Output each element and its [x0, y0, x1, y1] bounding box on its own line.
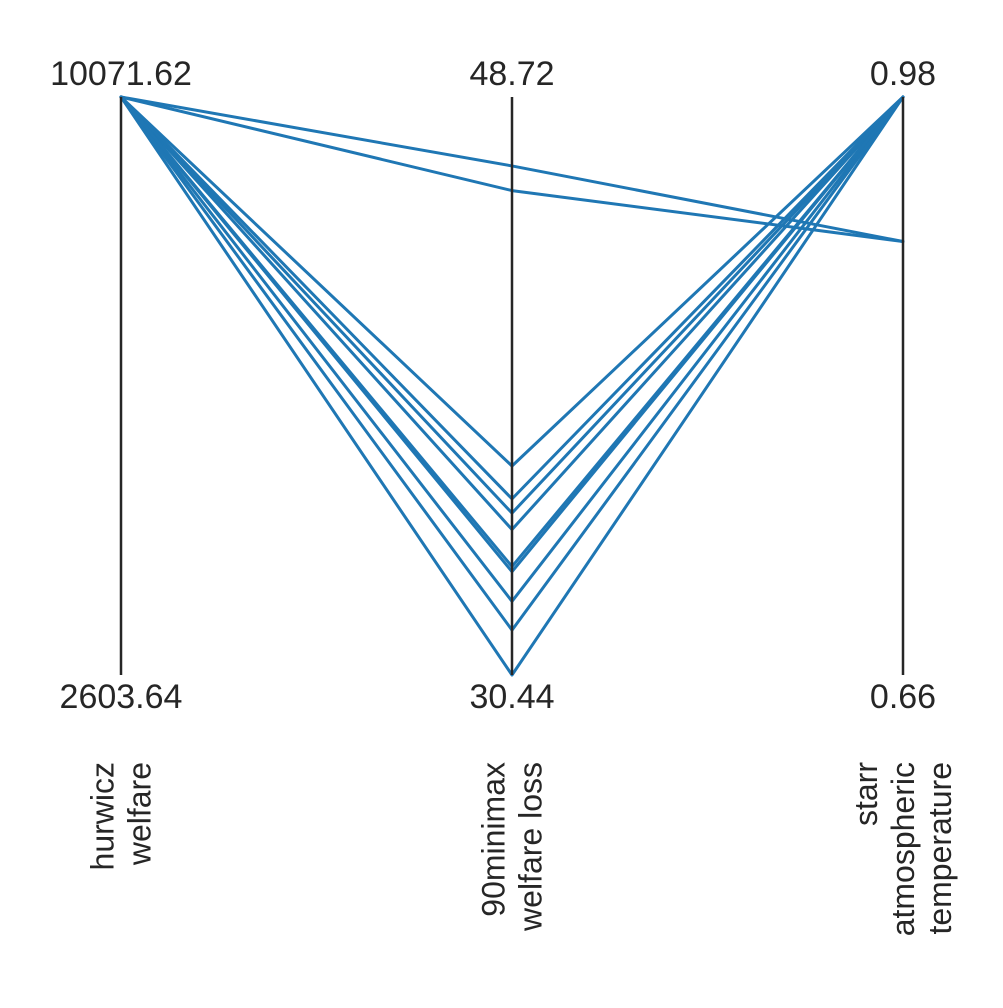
axis-title-minimax_welfare_loss: 90minimax welfare loss: [476, 762, 549, 932]
axis-title-line: starr: [848, 762, 884, 826]
axis-title-line: hurwicz: [85, 762, 121, 870]
axis-title-starr_atmospheric_temperature: starr atmospheric temperature: [848, 762, 958, 937]
axis-min-label-minimax_welfare_loss: 30.44: [469, 678, 554, 716]
axis-title-line: welfare: [122, 762, 158, 866]
axis-title-line: temperature: [922, 762, 958, 935]
axis-title-hurwicz_welfare: hurwicz welfare: [85, 762, 158, 870]
axis-max-label-minimax_welfare_loss: 48.72: [469, 55, 554, 93]
axis-min-label-starr_atmospheric_temperature: 0.66: [870, 678, 936, 716]
axes: [119, 97, 905, 675]
axis-title-line: welfare loss: [513, 762, 549, 932]
axis-min-label-hurwicz_welfare: 2603.64: [60, 678, 183, 716]
axis-title-line: 90minimax: [476, 762, 512, 917]
axis-max-label-hurwicz_welfare: 10071.62: [50, 55, 192, 93]
axis-labels: 10071.62 2603.64 hurwicz welfare 48.72 30.44 9…: [50, 55, 958, 936]
axis-max-label-starr_atmospheric_temperature: 0.98: [870, 55, 936, 93]
axis-title-line: atmospheric: [885, 762, 921, 936]
